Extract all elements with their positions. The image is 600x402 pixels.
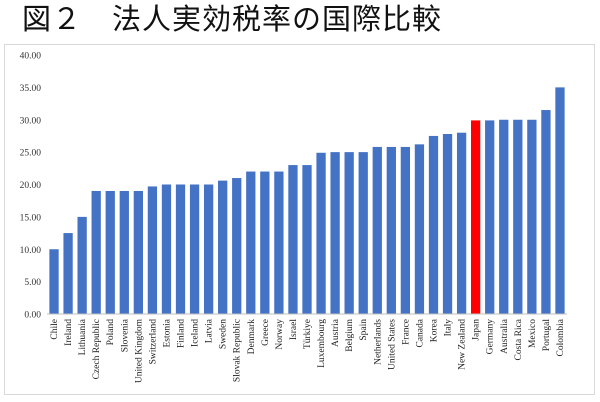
y-tick-label: 10.00 xyxy=(20,246,42,256)
bar-canada xyxy=(414,144,425,314)
bar-austria xyxy=(330,152,340,315)
bar-norway xyxy=(274,171,284,314)
bar-poland xyxy=(105,190,115,314)
bar-italy xyxy=(442,133,453,314)
y-tick-label: 15.00 xyxy=(20,213,42,223)
x-category-label: Portugal xyxy=(542,319,552,352)
x-category-label: Belgium xyxy=(345,318,355,351)
bar-costa-rica xyxy=(513,119,523,314)
x-category-label: Austria xyxy=(331,318,341,347)
x-category-label: Switzerland xyxy=(148,319,158,365)
bar-sweden xyxy=(218,180,228,314)
bar-ireland xyxy=(63,233,73,314)
x-category-label: Italy xyxy=(444,319,454,337)
bar-luxembourg xyxy=(316,152,326,314)
bar-lithuania xyxy=(77,216,87,315)
bar-czech-republic xyxy=(91,190,101,314)
bar-slovak-republic xyxy=(232,178,242,314)
x-category-label: Iceland xyxy=(191,319,201,347)
x-category-label: Slovenia xyxy=(120,318,130,352)
x-category-label: Germany xyxy=(486,319,496,355)
x-category-label: United States xyxy=(387,319,397,370)
y-tick-label: 5.00 xyxy=(24,278,41,288)
x-category-label: Lithuania xyxy=(78,318,88,355)
x-category-label: Chile xyxy=(50,319,60,340)
x-category-label: Ireland xyxy=(64,319,74,346)
x-category-label: Estonia xyxy=(162,318,172,347)
bar-australia xyxy=(499,119,509,314)
x-category-label: New Zealand xyxy=(458,319,468,370)
bar-mexico xyxy=(527,119,537,314)
bar-greece xyxy=(260,171,270,314)
bar-israel xyxy=(288,165,298,314)
x-category-label: United Kingdom xyxy=(134,318,144,383)
bar-finland xyxy=(175,184,186,314)
bar-netherlands xyxy=(372,146,382,314)
bar-denmark xyxy=(246,171,256,314)
bar-belgium xyxy=(344,152,354,315)
bar-portugal xyxy=(541,110,551,314)
bar-iceland xyxy=(189,184,200,314)
bar-chile xyxy=(49,249,59,314)
y-tick-label: 0.00 xyxy=(24,311,41,321)
x-category-label: Latvia xyxy=(205,318,215,343)
y-tick-label: 35.00 xyxy=(20,84,42,94)
bar-colombia xyxy=(555,87,565,315)
y-tick-label: 25.00 xyxy=(20,149,42,159)
x-category-label: Costa Rica xyxy=(514,318,524,360)
x-category-label: Denmark xyxy=(247,319,257,355)
x-category-label: Canada xyxy=(415,318,425,347)
x-category-label: Türkiye xyxy=(303,319,313,349)
bar-estonia xyxy=(161,184,172,314)
bar-spain xyxy=(358,152,368,315)
bar-latvia xyxy=(203,184,214,314)
x-category-label: Korea xyxy=(429,318,439,342)
x-category-label: Finland xyxy=(177,319,187,348)
bar-united-kingdom xyxy=(133,190,143,314)
bar-germany xyxy=(485,120,495,315)
x-category-label: Colombia xyxy=(556,318,566,356)
x-category-label: Sweden xyxy=(219,319,229,349)
y-tick-label: 40.00 xyxy=(20,52,42,62)
x-category-label: Mexico xyxy=(528,319,538,348)
y-tick-label: 20.00 xyxy=(20,181,42,191)
x-category-label: Japan xyxy=(472,319,482,341)
bar-korea xyxy=(428,135,439,314)
x-category-label: Greece xyxy=(261,319,271,346)
chart-title: 図２ 法人実効税率の国際比較 xyxy=(22,2,443,36)
bar-united-states xyxy=(386,146,396,314)
x-category-label: France xyxy=(401,319,411,345)
bar-slovenia xyxy=(119,190,129,314)
bar-japan xyxy=(471,120,481,315)
chart-area xyxy=(4,44,595,395)
x-category-label: Slovak Republic xyxy=(233,319,243,382)
bar-new-zealand xyxy=(456,132,467,314)
x-category-label: Spain xyxy=(359,319,369,341)
x-category-label: Czech Republic xyxy=(92,319,102,379)
x-category-label: Norway xyxy=(275,319,285,350)
x-category-label: Netherlands xyxy=(373,319,383,365)
bar-t-rkiye xyxy=(302,165,312,314)
bar-france xyxy=(400,146,411,314)
x-category-label: Israel xyxy=(289,319,299,340)
bar-switzerland xyxy=(147,186,158,314)
x-category-label: Luxembourg xyxy=(317,319,327,368)
x-category-label: Poland xyxy=(106,319,116,346)
x-category-label: Australia xyxy=(500,318,510,354)
y-tick-label: 30.00 xyxy=(20,116,42,126)
